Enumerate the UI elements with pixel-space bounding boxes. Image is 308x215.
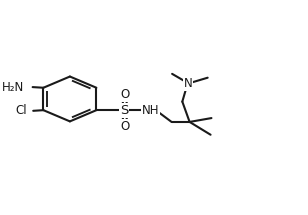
Text: H: H	[147, 104, 156, 117]
Text: Cl: Cl	[16, 104, 27, 117]
Text: H₂N: H₂N	[2, 81, 24, 94]
Text: O: O	[120, 88, 129, 101]
Text: S: S	[120, 104, 128, 117]
Text: NH: NH	[141, 104, 159, 117]
Text: N: N	[184, 77, 192, 90]
Text: O: O	[120, 120, 129, 133]
